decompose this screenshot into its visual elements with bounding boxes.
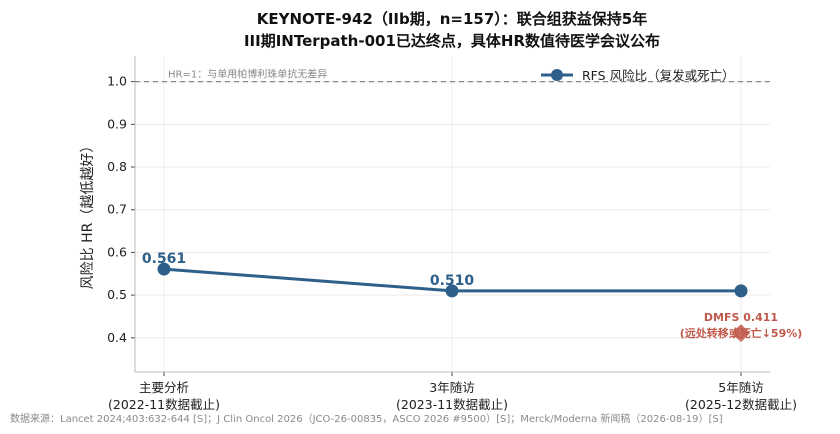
rfs-point (157, 262, 171, 276)
dmfs-label: DMFS 0.411 (704, 311, 778, 324)
x-tick-label: 5年随访 (718, 380, 763, 395)
rfs-data-label: 0.510 (430, 273, 475, 289)
y-tick-label: 0.4 (107, 330, 127, 345)
rfs-data-label: 0.561 (142, 251, 186, 267)
x-tick-label: 3年随访 (429, 380, 474, 395)
y-tick-label: 0.8 (107, 159, 127, 174)
y-axis-label: 风险比 HR（越低越好） (80, 139, 96, 290)
chart-title-line2: III期INTerpath-001已达终点，具体HR数值待医学会议公布 (244, 32, 660, 50)
labels-group: 0.561 0.510 DMFS 0.411 (远处转移或死亡↓59%) (142, 251, 802, 340)
y-tick-label: 1.0 (107, 74, 127, 89)
axes: 0.4 0.5 0.6 0.7 0.8 0.9 1.0 主要分析 (2022-11数据截止) 3年… (107, 56, 797, 412)
reference-line-group: HR=1：与单用帕博利珠单抗无差异 (135, 68, 770, 83)
y-tick-label: 0.9 (107, 116, 127, 131)
dmfs-sublabel: (远处转移或死亡↓59%) (680, 326, 803, 340)
reference-line-label: HR=1：与单用帕博利珠单抗无差异 (168, 68, 327, 81)
chart-title-line1: KEYNOTE-942（IIb期，n=157）：联合组获益保持5年 (257, 10, 647, 28)
series-group (157, 262, 750, 343)
x-tick-sublabel: (2022-11数据截止) (108, 397, 220, 412)
x-tick-sublabel: (2023-11数据截止) (396, 397, 508, 412)
source-note: 数据来源：Lancet 2024;403:632-644 [S]；J Clin … (10, 412, 723, 425)
x-tick-sublabel: (2025-12数据截止) (685, 397, 797, 412)
x-tick-label: 主要分析 (139, 380, 189, 395)
legend-marker (551, 69, 563, 81)
legend: RFS 风险比（复发或死亡） (541, 68, 735, 83)
legend-label: RFS 风险比（复发或死亡） (582, 68, 735, 83)
dmfs-point (732, 324, 750, 343)
y-tick-label: 0.5 (107, 287, 127, 302)
y-tick-label: 0.7 (107, 202, 127, 217)
y-tick-label: 0.6 (107, 244, 127, 259)
rfs-point (445, 284, 459, 298)
rfs-point (734, 284, 748, 298)
